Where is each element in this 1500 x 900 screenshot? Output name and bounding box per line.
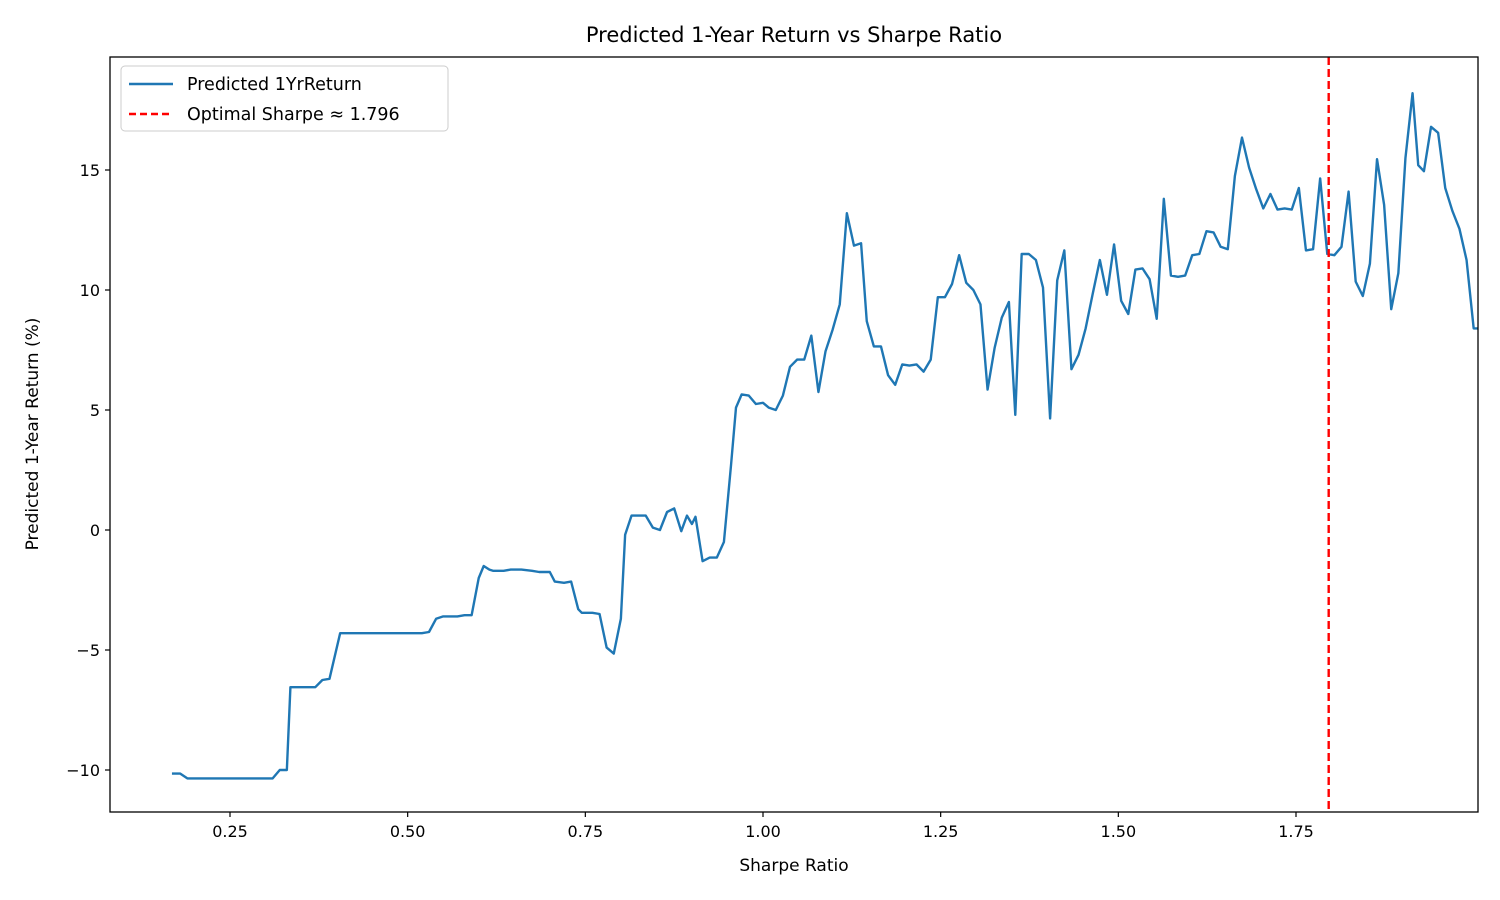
x-tick-label: 1.00 [745,822,781,841]
legend-label-optimal: Optimal Sharpe ≈ 1.796 [187,105,400,125]
legend: Predicted 1YrReturn Optimal Sharpe ≈ 1.7… [120,65,449,132]
x-tick-label: 0.50 [390,822,426,841]
y-tick-label: −5 [76,641,100,660]
y-axis-title: Predicted 1-Year Return (%) [23,318,43,551]
x-tick-label: 1.75 [1278,822,1314,841]
y-axis: −10 −5 0 5 10 15 [66,161,110,780]
y-tick-label: 15 [80,161,100,180]
y-tick-label: 10 [80,281,100,300]
y-tick-label: 0 [90,521,100,540]
y-tick-label: 5 [90,401,100,420]
x-tick-label: 1.50 [1101,822,1137,841]
chart-title: Predicted 1-Year Return vs Sharpe Ratio [586,23,1002,47]
legend-box [120,65,449,132]
series-line-predicted [171,92,1478,780]
y-tick-label: −10 [66,761,100,780]
x-axis-title: Sharpe Ratio [739,856,848,876]
legend-label-predicted: Predicted 1YrReturn [187,75,362,95]
plot-area [171,57,1478,812]
x-tick-label: 1.25 [923,822,959,841]
x-axis: 0.25 0.50 0.75 1.00 1.25 1.50 1.75 [212,812,1314,841]
x-tick-label: 0.75 [568,822,604,841]
x-tick-label: 0.25 [212,822,248,841]
plot-frame [109,56,1479,813]
